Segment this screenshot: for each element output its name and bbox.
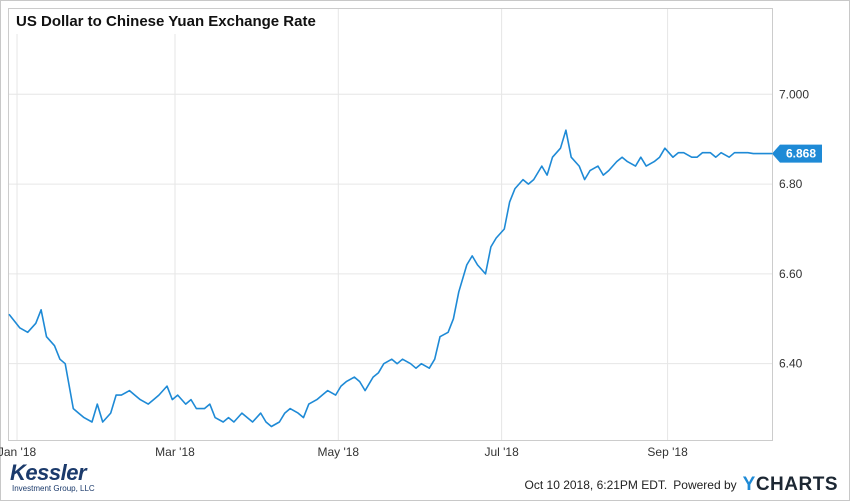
series-line <box>8 129 772 428</box>
x-tick-label: Mar '18 <box>155 445 195 459</box>
x-tick-label: Sep '18 <box>647 445 688 459</box>
brand-logo[interactable]: Kessler Investment Group, LLC <box>10 462 95 494</box>
plot-area <box>8 8 773 441</box>
powered-by-label: Powered by <box>673 478 737 492</box>
brand-subtitle: Investment Group, LLC <box>12 484 95 493</box>
x-tick-label: Jan '18 <box>0 445 37 459</box>
footer-credits: Oct 10 2018, 6:21PM EDT. Powered by YCHA… <box>525 474 838 496</box>
provider-logo[interactable]: YCHARTS <box>743 474 838 496</box>
y-axis: 6.40 6.60 6.80 7.000 <box>779 87 809 370</box>
timestamp: Oct 10 2018, 6:21PM EDT. <box>524 478 668 492</box>
last-value-label: 6.868 <box>786 147 816 161</box>
x-tick-label: May '18 <box>317 445 359 459</box>
series <box>8 129 772 428</box>
x-tick-label: Jul '18 <box>484 445 519 459</box>
grid <box>9 9 772 440</box>
last-value-badge: 6.868 <box>772 144 822 163</box>
y-tick-label: 6.80 <box>779 177 803 191</box>
y-tick-label: 6.40 <box>779 357 803 371</box>
provider-logo-rest: CHARTS <box>755 474 838 495</box>
y-tick-label: 7.000 <box>779 87 809 101</box>
brand-name: Kessler <box>10 460 87 485</box>
last-value-badge-shape <box>772 144 822 163</box>
provider-logo-y: Y <box>742 474 756 495</box>
x-axis: Jan '18 Mar '18 May '18 Jul '18 Sep '18 <box>0 445 688 459</box>
chart-title: US Dollar to Chinese Yuan Exchange Rate <box>10 9 322 34</box>
y-tick-label: 6.60 <box>779 267 803 281</box>
